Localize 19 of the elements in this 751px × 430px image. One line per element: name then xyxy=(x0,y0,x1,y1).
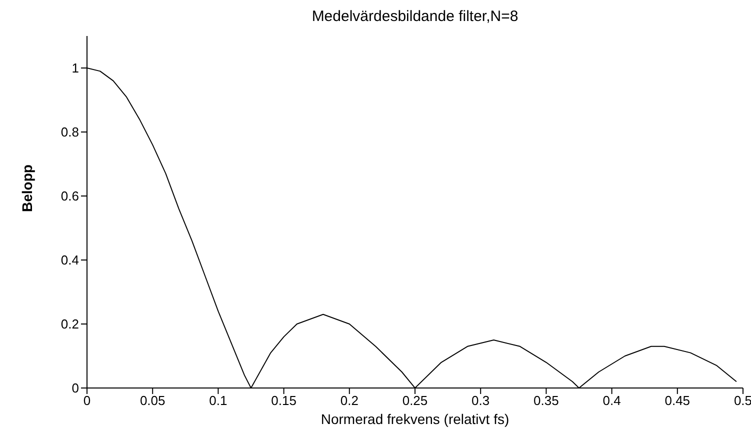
x-tick-label: 0.45 xyxy=(664,393,690,408)
x-tick-label: 0.4 xyxy=(602,393,621,408)
x-tick-label: 0.3 xyxy=(472,393,490,408)
x-tick-label: 0.05 xyxy=(140,393,166,408)
y-tick-label: 0.8 xyxy=(60,124,79,140)
y-tick-label: 0 xyxy=(72,380,79,396)
x-tick-label: 0.35 xyxy=(534,393,559,408)
x-tick-label: 0.1 xyxy=(209,393,228,408)
y-axis-title: Belopp xyxy=(18,164,35,212)
x-tick-label: 0.25 xyxy=(402,393,428,408)
x-axis-title: Normerad frekvens (relativt fs) xyxy=(320,411,510,427)
y-tick-label: 1 xyxy=(72,60,79,76)
y-tick-label: 0.2 xyxy=(60,316,79,332)
chart-title: Medelvärdesbildande filter,N=8 xyxy=(310,8,520,25)
x-tick-label: 0.15 xyxy=(271,393,296,408)
y-tick-label: 0.4 xyxy=(60,252,79,268)
x-tick-label: 0 xyxy=(83,393,91,408)
x-tick-label: 0.2 xyxy=(340,393,358,408)
y-tick-label: 0.6 xyxy=(60,188,79,204)
